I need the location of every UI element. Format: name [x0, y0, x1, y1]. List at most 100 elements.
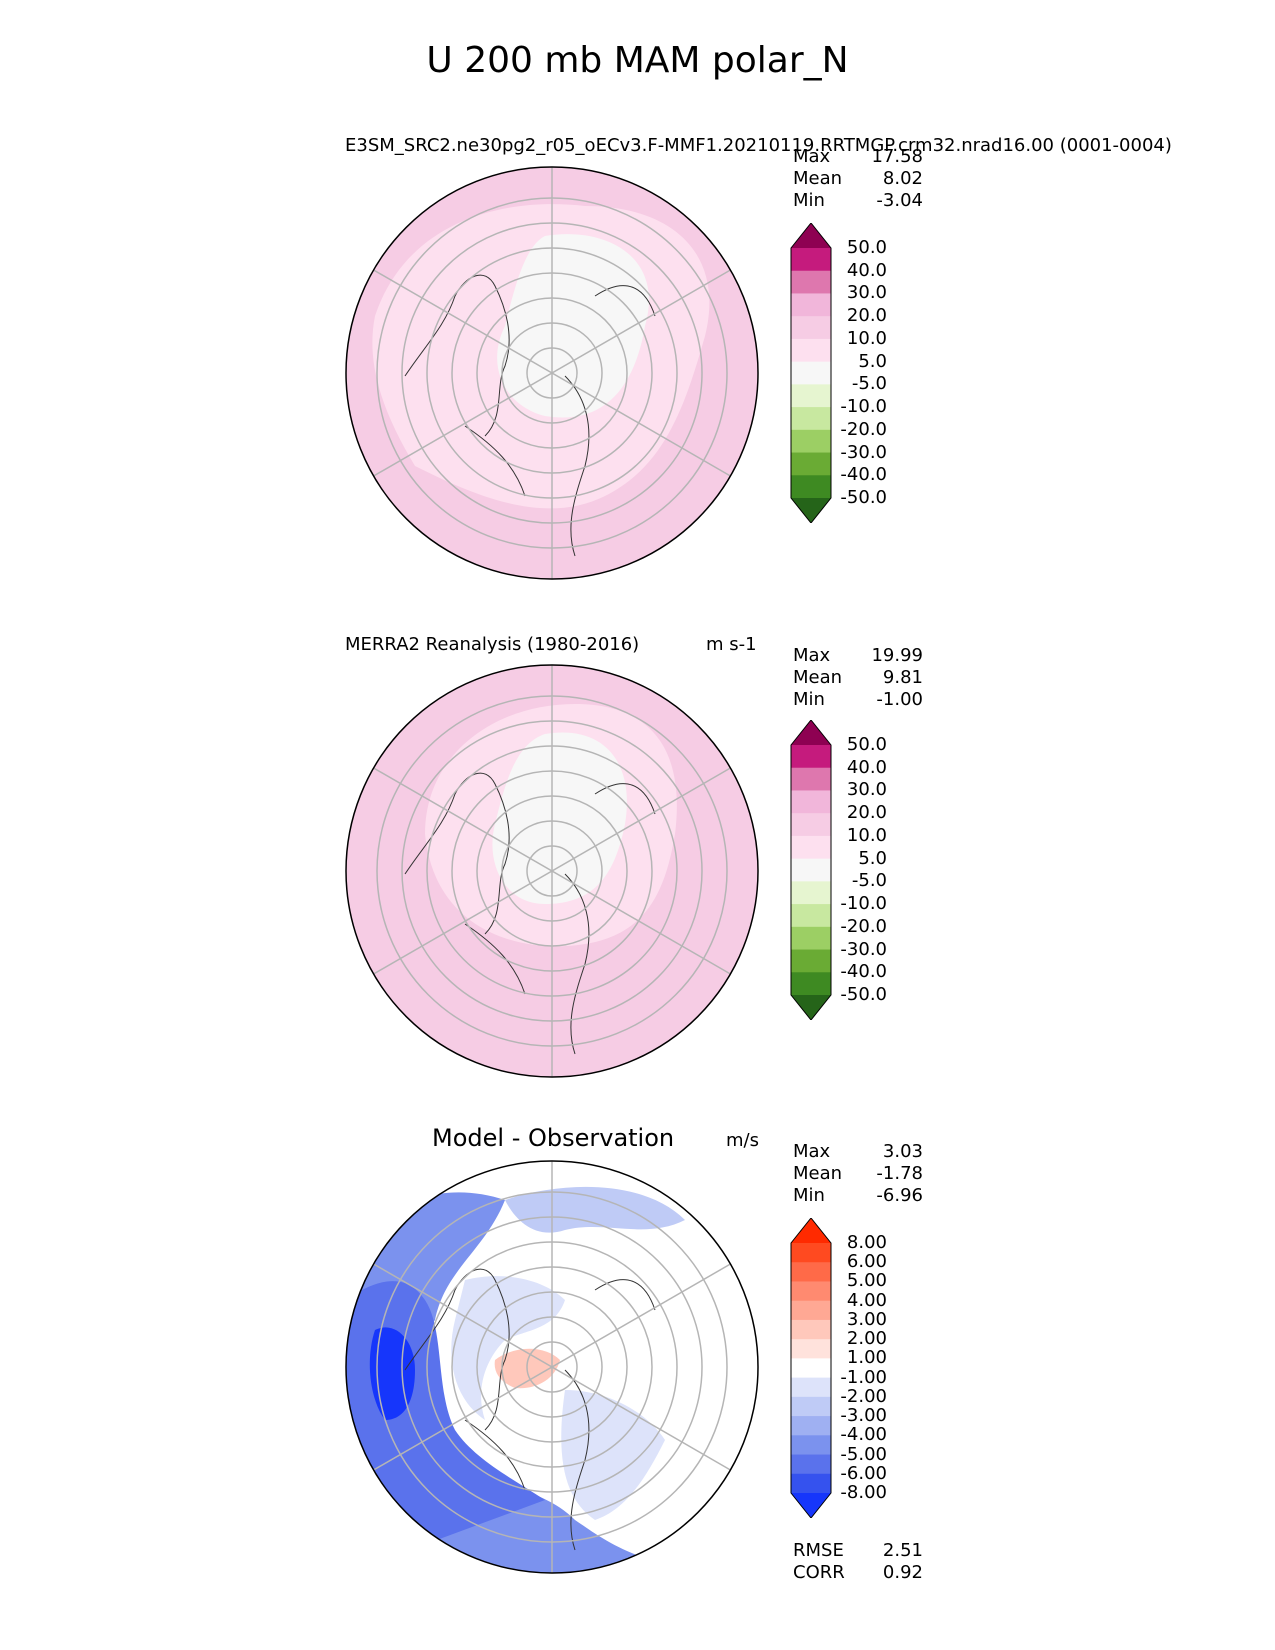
colorbar-segment: [791, 316, 831, 340]
colorbar-segment: [791, 270, 831, 294]
figure-title: U 200 mb MAM polar_N: [426, 40, 849, 81]
colorbar-extend-min: [791, 995, 831, 1020]
stat-mean-label: Mean: [793, 1163, 843, 1184]
reference-panel-title: MERRA2 Reanalysis (1980-2016): [345, 634, 640, 655]
stat-min-value: -6.96: [876, 1185, 923, 1206]
stat-max-value: 19.99: [871, 645, 923, 666]
colorbar-tick-label: -30.0: [840, 441, 887, 463]
colorbar-extend-max: [791, 223, 831, 248]
colorbar-segment: [791, 1262, 831, 1282]
colorbar-tick-label: -40.0: [840, 961, 887, 983]
colorbar-segment: [791, 790, 831, 814]
stat-mean-value: 8.02: [882, 168, 923, 189]
metric-rmse-label: RMSE: [793, 1540, 844, 1561]
colorbar-tick-label: 50.0: [846, 237, 887, 258]
colorbar-tick-label: -5.0: [851, 870, 887, 892]
colorbar-segment: [791, 361, 831, 385]
colorbar-tick-label: 5.0: [858, 847, 887, 869]
colorbar-segment: [791, 813, 831, 837]
stat-min-label: Min: [793, 689, 825, 710]
colorbar-segment: [791, 1377, 831, 1398]
colorbar-tick-label: -5.00: [840, 1443, 887, 1465]
colorbar-segment: [791, 1319, 831, 1340]
colorbar-tick-label: -5.0: [851, 373, 887, 395]
graticule: [372, 665, 732, 1077]
stat-mean-value: 9.81: [882, 667, 923, 688]
stat-mean-label: Mean: [793, 667, 843, 688]
map-boundary: [345, 166, 759, 580]
colorbar-tick-label: -10.0: [840, 893, 887, 915]
colorbar-segment: [791, 384, 831, 408]
map-field-negative-light: [505, 1186, 685, 1233]
stat-max-label: Max: [793, 645, 831, 666]
colorbar-tick-label: 6.00: [846, 1251, 887, 1273]
colorbar-tick-label: 50.0: [846, 734, 887, 755]
test-panel-title: E3SM_SRC2.ne30pg2_r05_oECv3.F-MMF1.20210…: [345, 135, 1172, 156]
colorbar-segment: [791, 475, 831, 499]
colorbar-tick-label: -3.00: [840, 1405, 887, 1427]
colorbar-tick-label: -10.0: [840, 396, 887, 418]
colorbar-segment: [791, 248, 831, 272]
colorbar-extend-max: [791, 1218, 831, 1243]
colorbar-segment: [791, 338, 831, 363]
difference-polar-map: [345, 1160, 759, 1574]
graticule: [372, 1161, 732, 1573]
colorbar-tick-label: 30.0: [846, 282, 887, 304]
colorbar-segment: [791, 881, 831, 905]
stat-min-value: -3.04: [876, 190, 923, 211]
stat-max-label: Max: [793, 146, 831, 167]
colorbar-segment: [791, 926, 831, 951]
colorbar-segment: [791, 1243, 831, 1263]
colorbar-segment: [791, 1396, 831, 1417]
colorbar-tick-label: 30.0: [846, 779, 887, 801]
reference-polar-map: [345, 664, 759, 1078]
test-stats: Max 17.58 Mean 8.02 Min -3.04: [793, 146, 923, 212]
colorbar-segment: [791, 1454, 831, 1475]
colorbar-tick-label: -50.0: [840, 984, 887, 1005]
stat-min-value: -1.00: [876, 689, 923, 710]
colorbar-outline: [790, 1218, 832, 1518]
difference-colorbar: [790, 1218, 832, 1518]
reference-colorbar: [790, 720, 832, 1020]
colorbar-segment: [791, 1473, 831, 1494]
colorbar-tick-label: 10.0: [846, 327, 887, 349]
colorbar-tick-label: -40.0: [840, 464, 887, 486]
colorbar-segment: [791, 293, 831, 317]
difference-units: m/s: [726, 1130, 759, 1151]
colorbar-tick-label: -1.00: [840, 1366, 887, 1388]
colorbar-tick-label: 4.00: [846, 1289, 887, 1311]
colorbar-tick-label: 8.00: [846, 1232, 887, 1253]
colorbar-segment: [791, 858, 831, 882]
map-boundary: [345, 1160, 759, 1574]
colorbar-outline: [790, 720, 832, 1020]
colorbar-segment: [791, 407, 831, 431]
difference-panel-title: Model - Observation: [432, 1124, 675, 1152]
stat-max-value: 3.03: [882, 1141, 923, 1162]
colorbar-tick-label: 2.00: [846, 1328, 887, 1350]
stat-min-label: Min: [793, 190, 825, 211]
colorbar-extend-min: [791, 1493, 831, 1518]
colorbar-tick-label: 20.0: [846, 305, 887, 327]
colorbar-segment: [791, 1435, 831, 1456]
colorbar-segment: [791, 904, 831, 928]
colorbar-segment: [791, 452, 831, 476]
colorbar-segment: [791, 1358, 831, 1379]
map-boundary: [345, 664, 759, 1078]
colorbar-tick-label: 40.0: [846, 259, 887, 281]
colorbar-segment: [791, 835, 831, 860]
colorbar-segment: [791, 767, 831, 791]
stat-min-label: Min: [793, 1185, 825, 1206]
colorbar-tick-label: -8.00: [840, 1482, 887, 1503]
metric-corr-value: 0.92: [882, 1562, 923, 1583]
stat-max-label: Max: [793, 1141, 831, 1162]
colorbar-tick-label: -30.0: [840, 938, 887, 960]
metric-corr-label: CORR: [793, 1562, 845, 1583]
colorbar-tick-label: 10.0: [846, 824, 887, 846]
colorbar-tick-label: -4.00: [840, 1424, 887, 1446]
colorbar-tick-label: -20.0: [840, 915, 887, 937]
colorbar-tick-label: 5.0: [858, 350, 887, 372]
colorbar-extend-max: [791, 720, 831, 745]
coastlines: [404, 1268, 656, 1551]
difference-metrics: RMSE 2.51 CORR 0.92: [793, 1540, 923, 1584]
test-polar-map: [345, 166, 759, 580]
